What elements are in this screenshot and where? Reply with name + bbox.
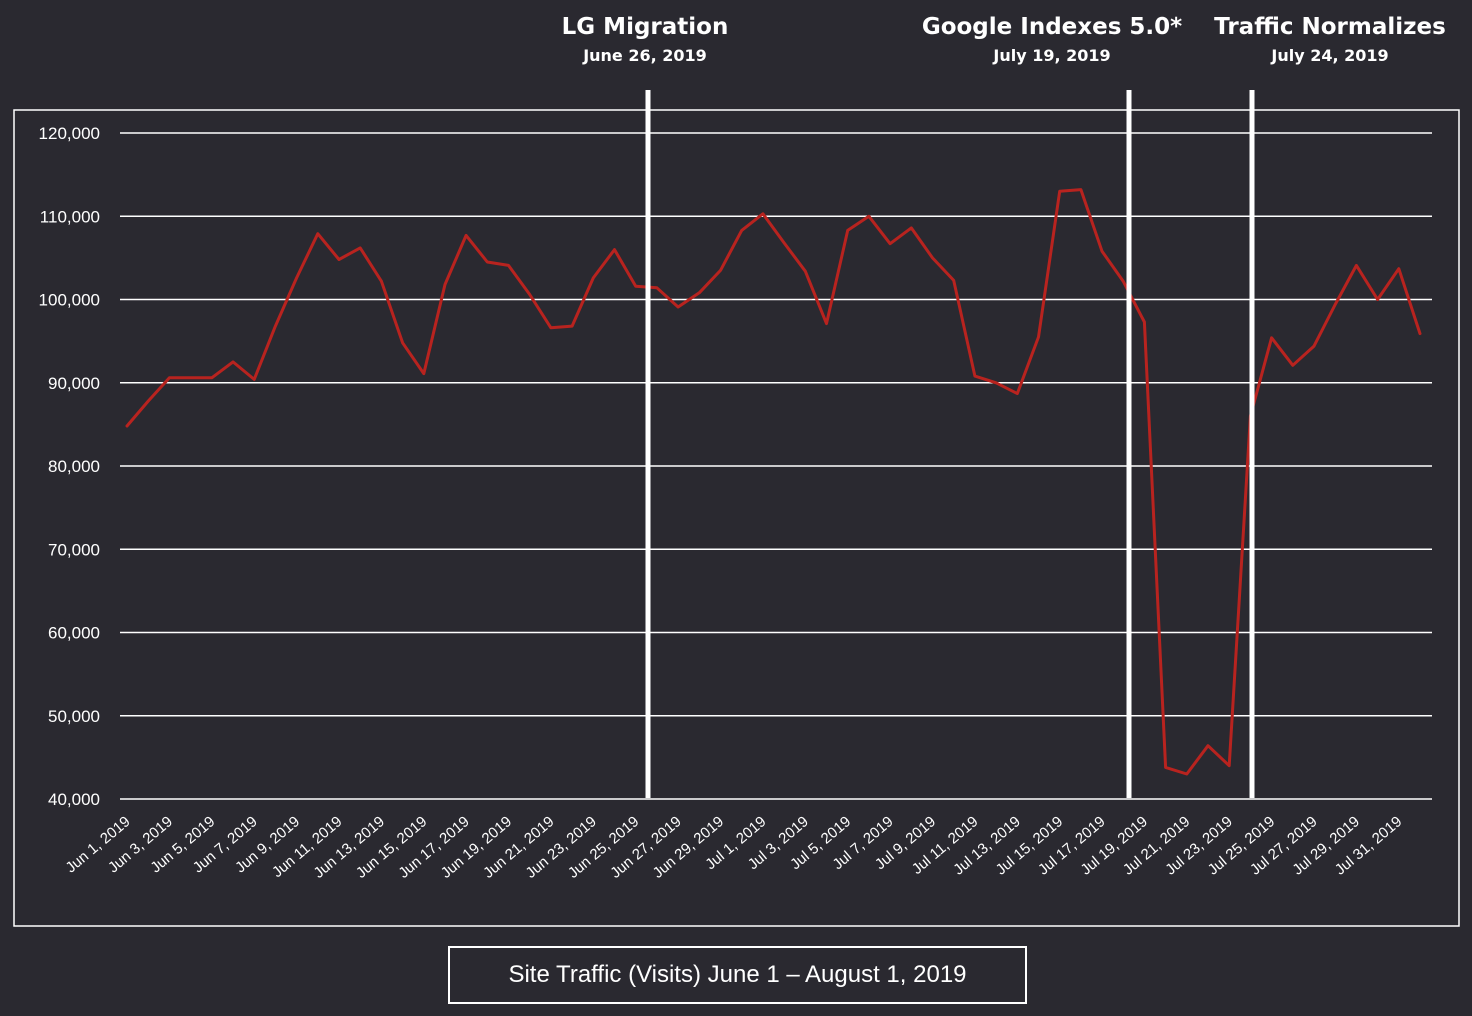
y-tick-label: 90,000 [48, 374, 100, 393]
gridlines [120, 132, 1432, 800]
annotation-date: July 24, 2019 [1270, 46, 1388, 65]
plot-frame [13, 109, 1460, 927]
annotation-title: LG Migration [562, 14, 729, 40]
chart-caption: Site Traffic (Visits) June 1 – August 1,… [508, 961, 967, 988]
y-tick-label: 100,000 [39, 291, 100, 310]
y-tick-label: 60,000 [48, 624, 100, 643]
annotation-date: June 26, 2019 [582, 46, 707, 65]
y-tick-label: 120,000 [39, 124, 100, 143]
annotations: LG Migration June 26, 2019 Google Indexes … [562, 14, 1446, 798]
annotation-date: July 19, 2019 [992, 46, 1110, 65]
y-tick-label: 80,000 [48, 457, 100, 476]
series-line [125, 188, 1422, 776]
y-tick-label: 40,000 [48, 790, 100, 809]
chart-caption-box: Site Traffic (Visits) June 1 – August 1,… [448, 946, 1027, 1004]
annotation-title: Google Indexes 5.0* [922, 14, 1182, 40]
y-tick-label: 70,000 [48, 540, 100, 559]
series-layer [125, 188, 1422, 776]
y-axis-ticks: 40,000 50,000 60,000 70,000 80,000 90,000 100,… [39, 124, 100, 809]
y-tick-label: 50,000 [48, 707, 100, 726]
annotation-title: Traffic Normalizes [1214, 14, 1446, 40]
y-tick-label: 110,000 [40, 207, 100, 226]
